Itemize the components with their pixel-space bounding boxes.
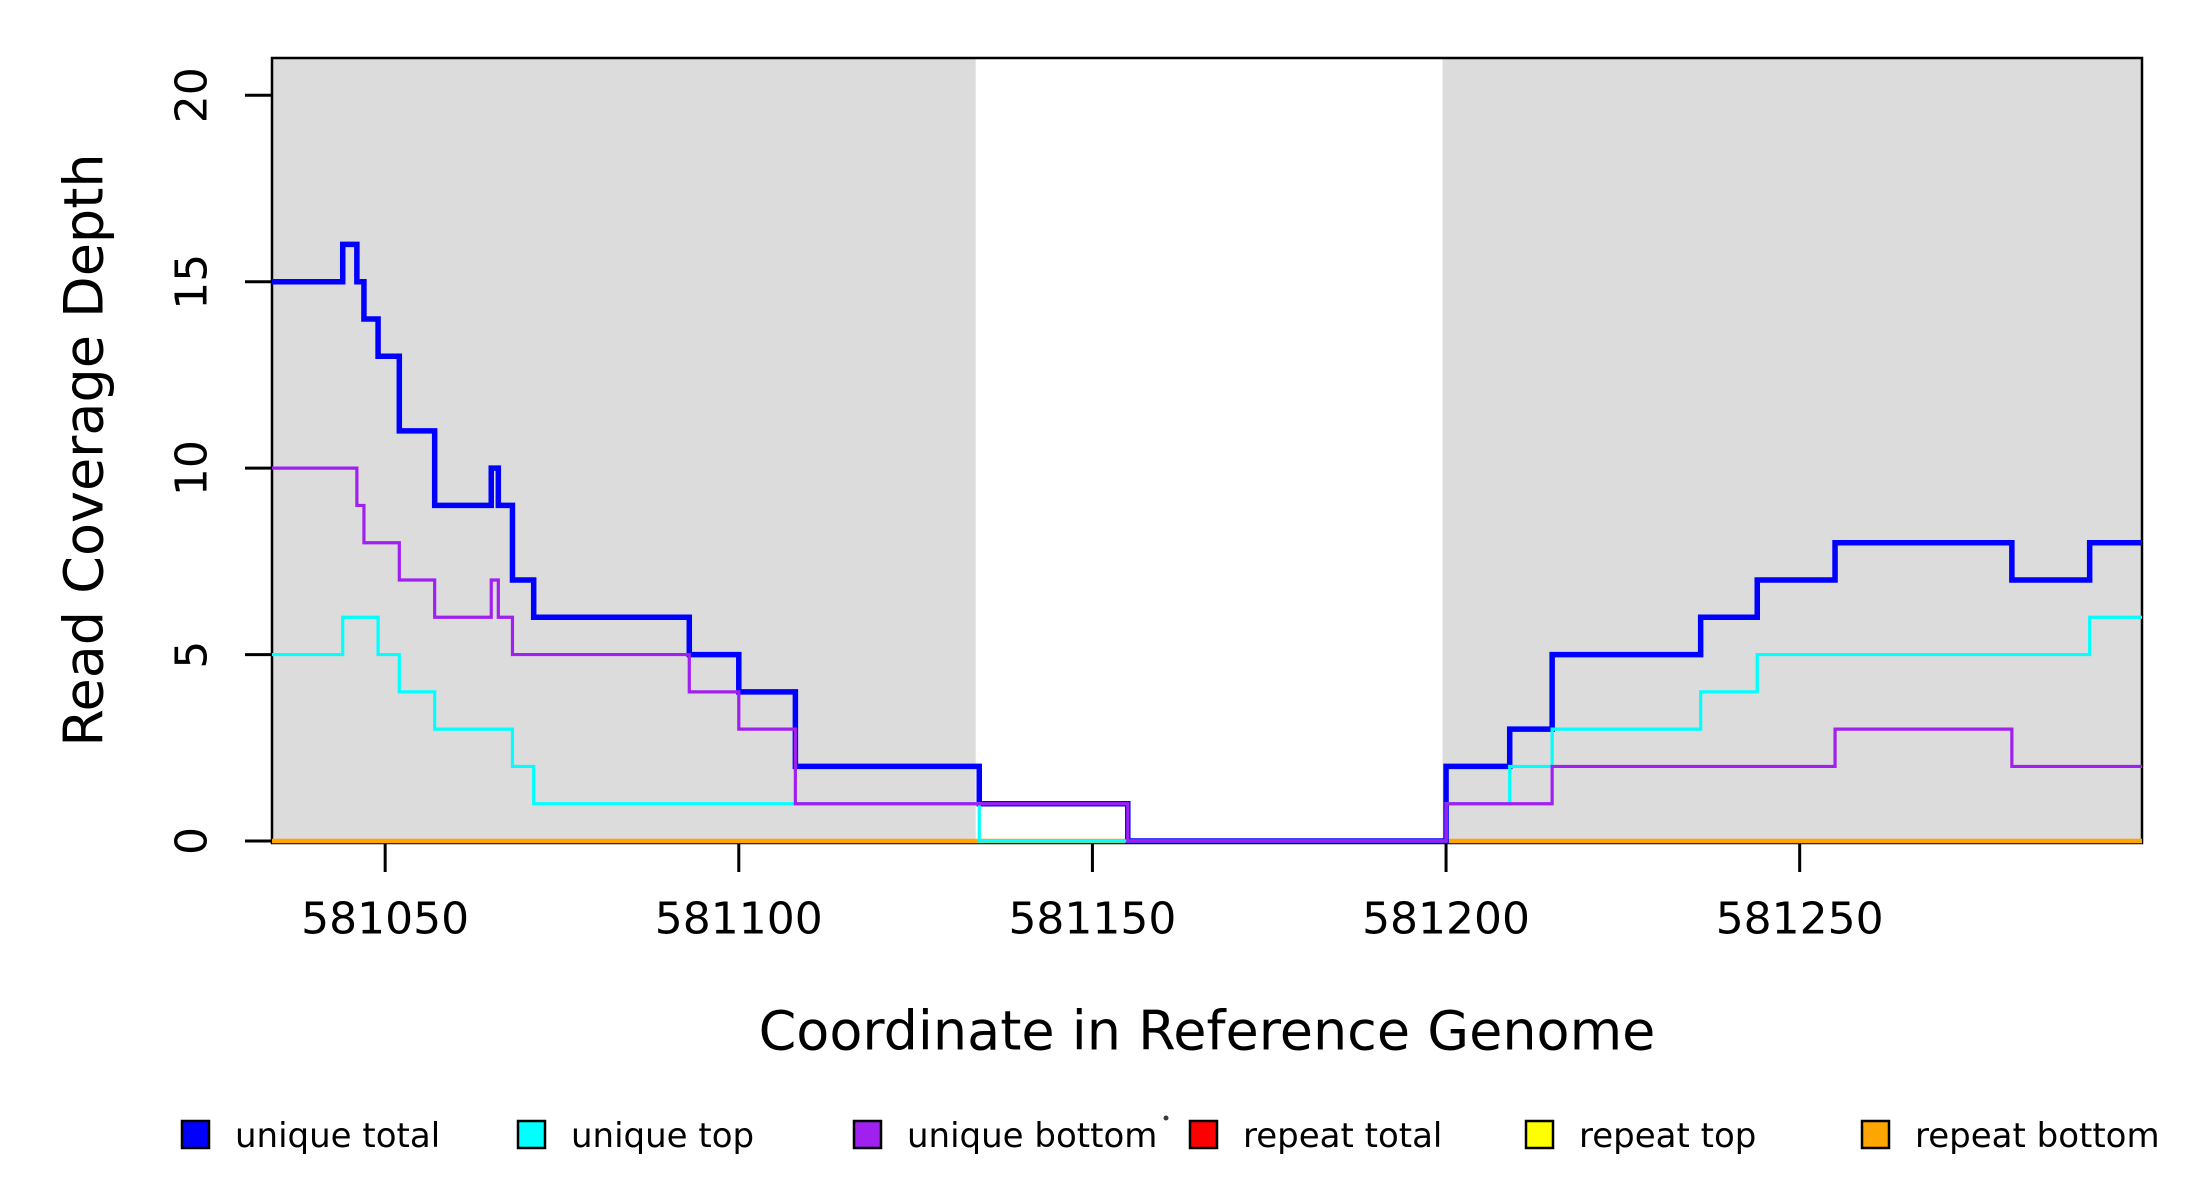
legend-swatch-repeat-top: [1524, 1119, 1555, 1150]
legend-swatch-repeat-bottom: [1860, 1119, 1891, 1150]
series-unique-total: [272, 241, 2142, 844]
y-tick-label: 5: [167, 641, 218, 669]
x-tick-label: 581050: [301, 894, 469, 945]
legend-item-repeat-top: repeat top: [1524, 1116, 1756, 1156]
background-bands: [272, 59, 2142, 842]
legend-label-repeat-top: repeat top: [1579, 1116, 1756, 1156]
x-tick-label: 581100: [655, 894, 823, 945]
stray-dot-artifact: [1163, 1115, 1169, 1121]
legend-swatch-repeat-total: [1188, 1119, 1219, 1150]
y-tick-label: 0: [167, 827, 218, 855]
series-unique-top: [272, 615, 2142, 843]
legend-item-unique-top: unique top: [516, 1116, 754, 1156]
x-tick-label: 581250: [1716, 894, 1884, 945]
axes: 581050 581100 581150 581200 581250 0 5 10 15 20: [167, 67, 1884, 944]
left-gray-band: [272, 59, 976, 842]
legend-label-unique-bottom: unique bottom: [907, 1116, 1157, 1156]
legend-label-unique-total: unique total: [235, 1116, 440, 1156]
y-tick-label: 15: [167, 254, 218, 310]
series-unique-bottom: [272, 466, 2142, 843]
legend-label-repeat-total: repeat total: [1243, 1116, 1442, 1156]
x-tick-label: 581200: [1362, 894, 1530, 945]
legend-label-unique-top: unique top: [571, 1116, 754, 1156]
legend-item-repeat-total: repeat total: [1188, 1116, 1442, 1156]
y-axis-title: Read Coverage Depth: [53, 153, 116, 746]
legend-item-repeat-bottom: repeat bottom: [1860, 1116, 2160, 1156]
y-tick-label: 20: [167, 67, 218, 123]
legend-swatch-unique-top: [516, 1119, 547, 1150]
legend-label-repeat-bottom: repeat bottom: [1915, 1116, 2160, 1156]
legend-item-unique-total: unique total: [180, 1116, 440, 1156]
series-lines: [272, 241, 2142, 844]
legend-item-unique-bottom: unique bottom: [852, 1116, 1157, 1156]
legend-swatch-unique-total: [180, 1119, 211, 1150]
y-tick-label: 10: [167, 440, 218, 496]
x-tick-label: 581150: [1008, 894, 1176, 945]
chart-legend: unique total unique top unique bottom repea…: [180, 1115, 2160, 1156]
x-axis-title: Coordinate in Reference Genome: [759, 1000, 1656, 1063]
right-gray-band: [1442, 59, 2142, 842]
legend-swatch-unique-bottom: [852, 1119, 883, 1150]
